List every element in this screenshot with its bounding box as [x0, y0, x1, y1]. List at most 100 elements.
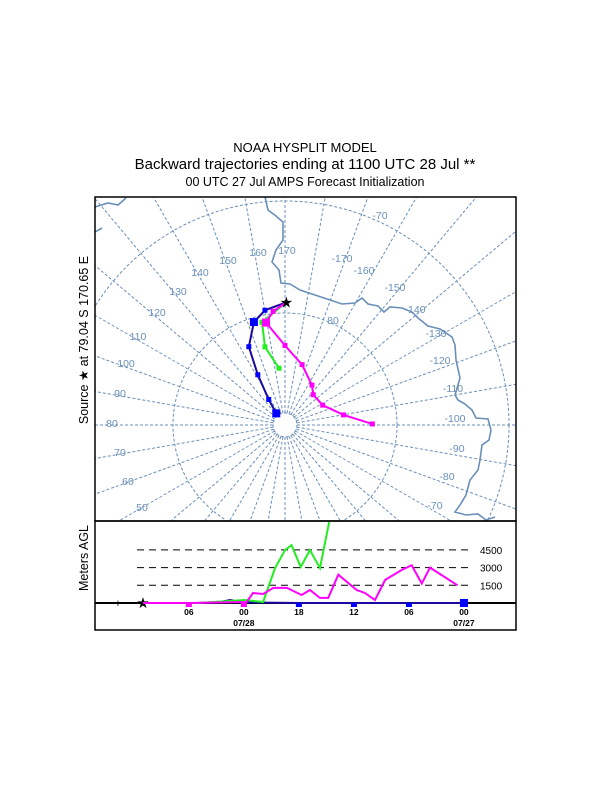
- magenta-trajectory-marker: [310, 392, 316, 398]
- meridian-label: 160: [249, 247, 267, 259]
- height-axis-label: Meters AGL: [77, 525, 91, 591]
- meridian-label: -140: [404, 304, 425, 316]
- map-labels: 1601501401301201101009080706050170-170-1…: [106, 210, 466, 514]
- meridian-label: -100: [444, 413, 465, 425]
- time-tick-label: 06: [184, 607, 194, 617]
- trajectory-map: 1601501401301201101009080706050170-170-1…: [95, 197, 516, 521]
- blue-start-marker: [459, 599, 468, 607]
- meridian-line: [95, 314, 275, 420]
- trajectories: ★: [246, 294, 375, 427]
- meridian-line: [292, 433, 366, 521]
- magenta-trajectory-marker: [282, 342, 288, 348]
- time-tick-date: 07/28: [233, 618, 255, 628]
- latitude-circle: [95, 200, 510, 521]
- meridian-label: 80: [106, 418, 118, 430]
- meridian-label: 140: [191, 267, 209, 279]
- meridian-line: [95, 426, 274, 459]
- meridian-label: 110: [130, 331, 147, 343]
- meridian-line: [229, 435, 280, 521]
- meridian-label: 60: [122, 476, 134, 488]
- meridian-label: 100: [117, 358, 135, 370]
- magenta-trajectory-marker: [340, 412, 346, 418]
- meridian-line: [293, 230, 516, 418]
- meridian-label: 70: [114, 447, 126, 459]
- meridian-label: 150: [219, 255, 237, 267]
- meridian-line: [288, 197, 369, 414]
- meridian-line: [293, 432, 400, 521]
- magenta-trajectory-marker: [262, 318, 271, 327]
- meridian-line: [170, 432, 277, 521]
- magenta-trajectory-marker: [320, 402, 326, 408]
- meridian-label: -170: [331, 253, 352, 265]
- meridian-line: [295, 291, 516, 420]
- meridian-label: -130: [425, 328, 446, 340]
- meridian-line: [286, 436, 303, 521]
- meridian-label: 130: [169, 286, 187, 298]
- meridian-line: [267, 436, 284, 521]
- meridian-line: [152, 197, 280, 415]
- source-star-icon: ★: [280, 294, 293, 311]
- time-tick-label: 18: [294, 607, 304, 617]
- magenta-trajectory-marker: [309, 382, 315, 388]
- meridian-label: 50: [136, 502, 148, 514]
- meridian-line: [95, 391, 274, 424]
- time-tick-label: 00: [239, 607, 249, 617]
- latitude-label: 80: [327, 315, 339, 327]
- blue-trajectory-marker: [266, 397, 272, 403]
- meridian-line: [249, 436, 282, 521]
- meridian-line: [286, 197, 326, 414]
- latitude-label: -70: [427, 500, 442, 512]
- time-tick-marker: [240, 603, 247, 607]
- plus-marker-icon: +: [115, 598, 121, 610]
- meridian-line: [290, 197, 418, 415]
- time-tick-label: 12: [349, 607, 359, 617]
- meridian-line: [292, 197, 477, 417]
- meridian-line: [95, 355, 274, 422]
- meridian-line: [290, 435, 341, 521]
- height-gridline-label: 1500: [480, 581, 503, 592]
- map-grid: [95, 197, 516, 521]
- time-tick-marker: [405, 603, 412, 607]
- green-trajectory-marker: [276, 365, 282, 371]
- height-gridline-label: 3000: [480, 564, 503, 575]
- meridian-line: [95, 198, 278, 417]
- blue-trajectory-marker: [249, 318, 258, 327]
- meridian-line: [296, 340, 516, 422]
- latitude-label: -70: [372, 210, 387, 222]
- meridian-label: 90: [114, 388, 126, 400]
- time-tick-label: 00: [459, 607, 469, 617]
- green-trajectory-marker: [262, 344, 268, 350]
- magenta-trajectory-marker: [270, 308, 276, 314]
- blue-trajectory-marker: [262, 307, 268, 313]
- meridian-line: [204, 433, 278, 521]
- meridian-line: [95, 428, 274, 495]
- blue-trajectory-marker: [255, 372, 261, 378]
- meridian-line: [296, 426, 516, 467]
- meridian-line: [95, 265, 277, 418]
- blue-trajectory-marker: [246, 344, 252, 350]
- time-tick-marker: [350, 603, 357, 607]
- magenta-trajectory-marker: [299, 362, 305, 368]
- time-tick-label: 06: [404, 607, 414, 617]
- green-height-line: [143, 521, 331, 604]
- time-tick-date: 07/27: [453, 618, 475, 628]
- meridian-label: -120: [429, 355, 450, 367]
- meridian-line: [295, 430, 452, 521]
- meridian-line: [118, 430, 275, 521]
- meridian-label: -150: [384, 282, 405, 294]
- height-frame: [94, 520, 517, 631]
- magenta-trajectory-line: [264, 301, 373, 425]
- meridian-label: 120: [148, 307, 166, 319]
- meridian-line: [288, 436, 321, 521]
- model-name: NOAA HYSPLIT MODEL: [233, 140, 377, 155]
- meridian-label: -110: [443, 383, 463, 395]
- meridian-line: [296, 428, 516, 510]
- meridian-label: -90: [449, 443, 464, 455]
- height-gridline-label: 4500: [480, 546, 503, 557]
- source-label: Source ★ at 79.04 S 170.65 E: [77, 256, 91, 424]
- coastline: [95, 197, 496, 521]
- meridian-line: [296, 383, 516, 424]
- plot-subtitle: 00 UTC 27 Jul AMPS Forecast Initializati…: [186, 175, 425, 189]
